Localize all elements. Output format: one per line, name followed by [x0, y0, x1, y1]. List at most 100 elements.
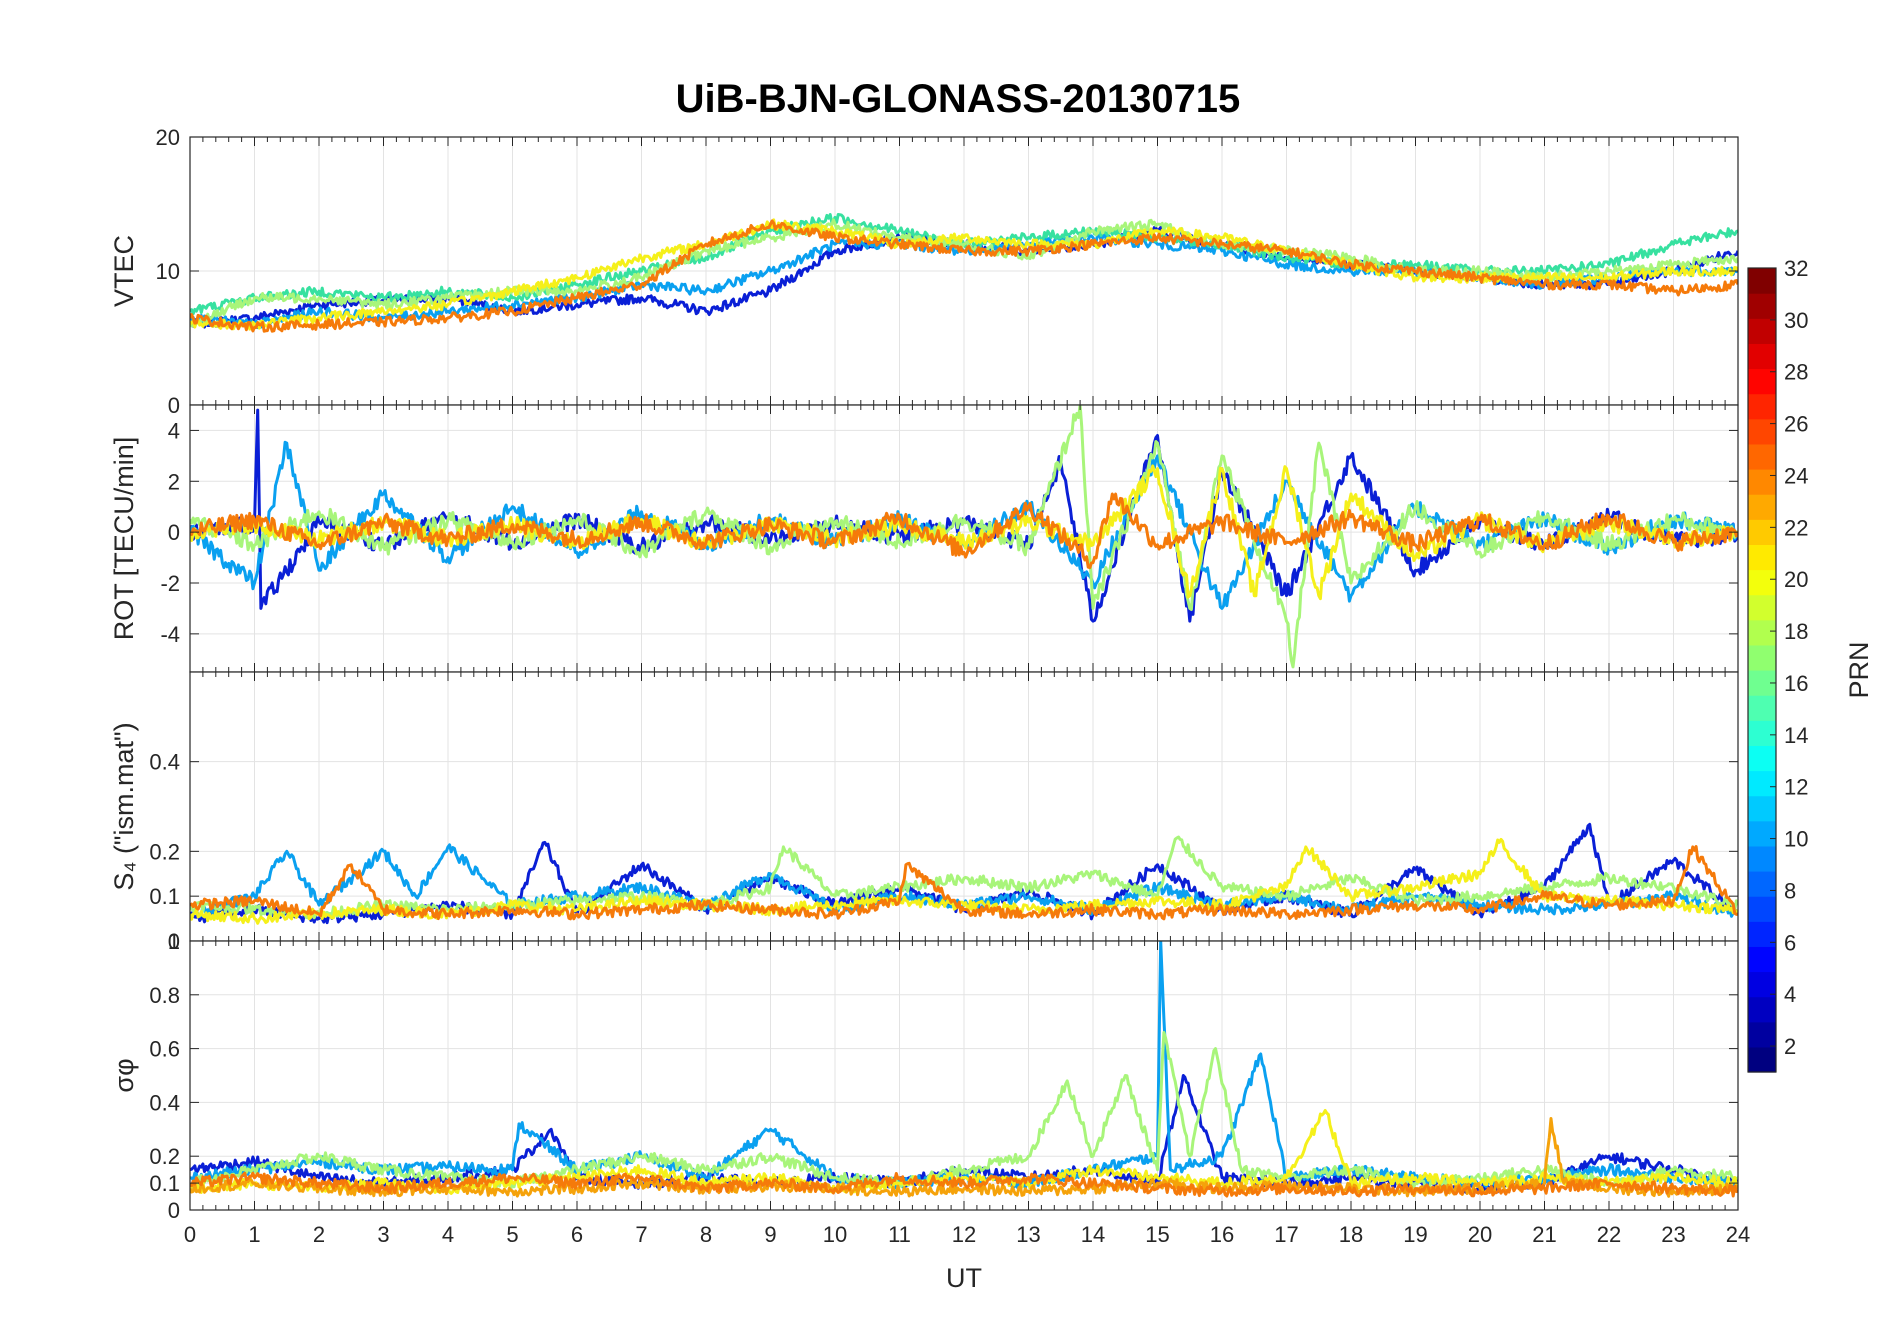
series-group — [190, 822, 1738, 925]
panel-vtec: 10 20 VTEC — [109, 125, 1739, 406]
x-tick-label: 10 — [823, 1222, 847, 1247]
x-tick-label: 18 — [1339, 1222, 1363, 1247]
colorbar-tick-label: 6 — [1784, 930, 1796, 955]
y-axis-label: σφ — [109, 1058, 139, 1092]
y-tick-label: 0 — [168, 520, 180, 545]
colorbar-cell — [1748, 996, 1776, 1023]
series-group — [190, 213, 1738, 333]
series-line-vtec-3 — [190, 218, 1738, 328]
y-tick-label: 1 — [168, 929, 180, 954]
y-tick-label: 0.4 — [149, 1090, 180, 1115]
y-tick-label: 0.2 — [149, 839, 180, 864]
series-group — [190, 405, 1738, 669]
colorbar-tick-label: 16 — [1784, 671, 1808, 696]
colorbar-cell — [1748, 519, 1776, 545]
panel-s4: 0.1 0.2 0.4 0 S₄ ("ism.mat") — [109, 671, 1739, 954]
x-tick-label: 21 — [1532, 1222, 1556, 1247]
colorbar-cell — [1748, 443, 1776, 470]
colorbar-tick-label: 32 — [1784, 256, 1808, 281]
series-line-sigma_phi-4 — [190, 1117, 1738, 1198]
colorbar-cell — [1748, 695, 1776, 721]
colorbar-cell — [1748, 971, 1776, 998]
y-tick-label: 10 — [156, 259, 180, 284]
x-tick-label: 8 — [700, 1222, 712, 1247]
colorbar-cell — [1748, 544, 1776, 571]
colorbar-cell — [1748, 845, 1776, 872]
colorbar-cell — [1748, 644, 1776, 671]
colorbar-cell — [1748, 619, 1776, 646]
colorbar-tick-label: 18 — [1784, 619, 1808, 644]
y-tick-label: 2 — [168, 469, 180, 494]
x-tick-label: 13 — [1016, 1222, 1040, 1247]
colorbar-cell — [1748, 946, 1776, 973]
y-axis-label: VTEC — [109, 235, 139, 307]
colorbar-tick-label: 24 — [1784, 463, 1808, 488]
colorbar-cell — [1748, 268, 1776, 294]
colorbar-tick-label: 14 — [1784, 723, 1808, 748]
colorbar-cell — [1748, 494, 1776, 520]
x-tick-label: 5 — [506, 1222, 518, 1247]
x-tick-label: 0 — [184, 1222, 196, 1247]
colorbar-frame — [1747, 267, 1777, 1073]
y-tick-label: 0 — [168, 1198, 180, 1223]
colorbar-tick-label: 22 — [1784, 515, 1808, 540]
x-tick-label: 2 — [313, 1222, 325, 1247]
series-line-sigma_phi-5 — [190, 1171, 1738, 1198]
colorbar-cell — [1748, 896, 1776, 922]
colorbar-cell — [1748, 1046, 1776, 1073]
y-tick-label: 0.6 — [149, 1037, 180, 1062]
x-tick-label: 23 — [1661, 1222, 1685, 1247]
series-line-sigma_phi-2 — [190, 1031, 1738, 1190]
y-tick-label-top: 0 — [168, 393, 180, 418]
y-tick-label: -2 — [160, 571, 180, 596]
colorbar-tick-label: 26 — [1784, 412, 1808, 437]
chart-title: UiB-BJN-GLONASS-20130715 — [676, 77, 1241, 121]
x-axis-label: UT — [946, 1263, 982, 1293]
colorbar-tick-label: 4 — [1784, 982, 1796, 1007]
colorbar-cell — [1748, 393, 1776, 420]
series-group — [190, 941, 1738, 1198]
colorbar-cell — [1748, 745, 1776, 772]
colorbar-tick-label: 28 — [1784, 360, 1808, 385]
series-line-rot-2 — [190, 405, 1738, 669]
colorbar-cell — [1748, 318, 1776, 344]
colorbar-cell — [1748, 343, 1776, 370]
y-tick-label: 4 — [168, 418, 180, 443]
y-tick-label: 0.1 — [149, 884, 180, 909]
colorbar-cell — [1748, 795, 1776, 822]
colorbar-cell — [1748, 720, 1776, 746]
x-tick-label: 16 — [1210, 1222, 1234, 1247]
colorbar-cell — [1748, 871, 1776, 897]
colorbar-cell — [1748, 368, 1776, 395]
colorbar-tick-label: 12 — [1784, 775, 1808, 800]
y-tick-label: 0.8 — [149, 983, 180, 1008]
colorbar-cell — [1748, 293, 1776, 319]
x-tick-label: 4 — [442, 1222, 454, 1247]
series-line-vtec-5 — [190, 219, 1738, 333]
colorbar-cell — [1748, 594, 1776, 621]
x-tick-label: 7 — [635, 1222, 647, 1247]
colorbar-cell — [1748, 469, 1776, 495]
y-tick-label: 0.1 — [149, 1171, 180, 1196]
x-tick-label: 22 — [1597, 1222, 1621, 1247]
colorbar-tick-label: 20 — [1784, 567, 1808, 592]
x-tick-label: 20 — [1468, 1222, 1492, 1247]
x-tick-label: 17 — [1274, 1222, 1298, 1247]
colorbar-tick-label: 10 — [1784, 827, 1808, 852]
colorbar-cell — [1748, 569, 1776, 596]
y-tick-label: 0.4 — [149, 750, 180, 775]
colorbar-cell — [1748, 820, 1776, 847]
colorbar-label: PRN — [1844, 641, 1874, 698]
y-axis-label: S₄ ("ism.mat") — [109, 722, 139, 890]
x-tick-label: 3 — [377, 1222, 389, 1247]
colorbar-cell — [1748, 770, 1776, 797]
series-line-s4-2 — [190, 835, 1738, 920]
y-tick-label: 0.2 — [149, 1144, 180, 1169]
colorbar-cell — [1748, 418, 1776, 445]
series-line-rot-4 — [190, 492, 1738, 570]
